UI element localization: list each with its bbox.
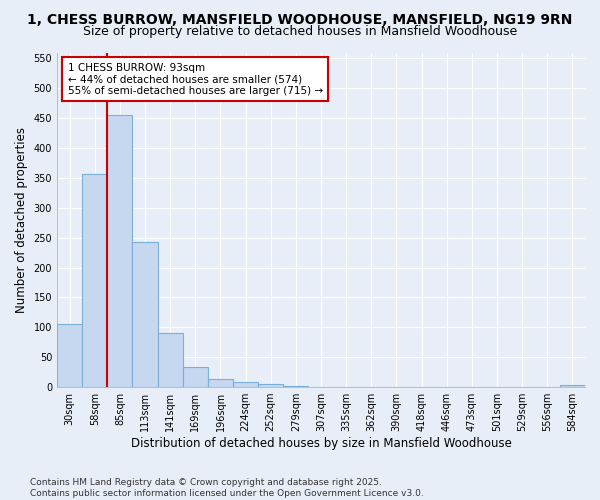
Bar — [183, 368, 208, 387]
Text: Contains HM Land Registry data © Crown copyright and database right 2025.
Contai: Contains HM Land Registry data © Crown c… — [30, 478, 424, 498]
Bar — [258, 384, 283, 387]
Bar — [57, 324, 82, 387]
Bar — [560, 384, 585, 387]
Y-axis label: Number of detached properties: Number of detached properties — [15, 127, 28, 313]
Bar — [158, 334, 183, 387]
Bar — [82, 174, 107, 387]
Bar — [208, 378, 233, 387]
Bar — [133, 242, 158, 387]
Bar — [283, 386, 308, 387]
Bar — [107, 114, 133, 387]
Text: Size of property relative to detached houses in Mansfield Woodhouse: Size of property relative to detached ho… — [83, 25, 517, 38]
X-axis label: Distribution of detached houses by size in Mansfield Woodhouse: Distribution of detached houses by size … — [131, 437, 511, 450]
Text: 1, CHESS BURROW, MANSFIELD WOODHOUSE, MANSFIELD, NG19 9RN: 1, CHESS BURROW, MANSFIELD WOODHOUSE, MA… — [28, 12, 572, 26]
Text: 1 CHESS BURROW: 93sqm
← 44% of detached houses are smaller (574)
55% of semi-det: 1 CHESS BURROW: 93sqm ← 44% of detached … — [68, 62, 323, 96]
Bar — [233, 382, 258, 387]
